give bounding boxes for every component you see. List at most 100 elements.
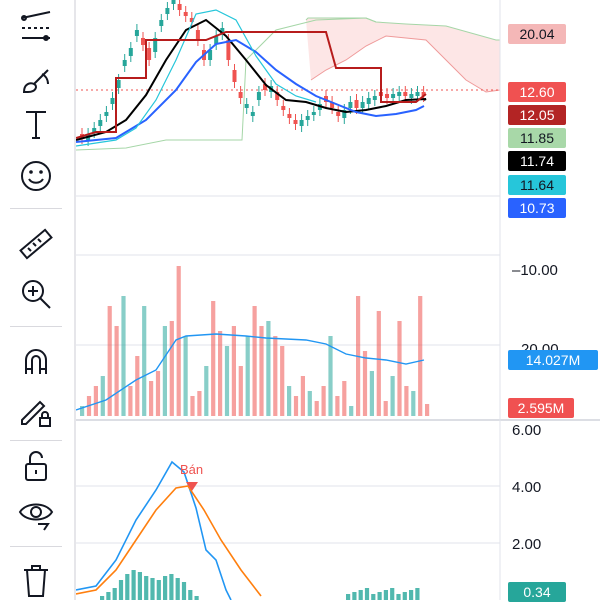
volume-bar xyxy=(238,366,243,416)
volume-bar xyxy=(349,406,354,416)
candle-body xyxy=(311,112,316,115)
lock-pencil-tool-icon[interactable] xyxy=(12,392,60,432)
candle-body xyxy=(287,114,292,118)
toolbar-border xyxy=(74,0,76,600)
price-tag-ma-black: 11.74 xyxy=(508,151,566,171)
candle-body xyxy=(372,96,377,100)
candle-body xyxy=(183,12,188,16)
macd-histogram-bar xyxy=(137,572,142,600)
candle-body xyxy=(134,30,139,36)
volume-bar xyxy=(411,391,416,416)
signal-line xyxy=(75,485,262,597)
candle-body xyxy=(403,92,408,96)
lagging-span-line xyxy=(75,17,377,151)
candle-body xyxy=(385,94,389,98)
candle-body xyxy=(275,92,280,100)
candle-body xyxy=(330,102,335,108)
volume-bar xyxy=(121,296,126,416)
volume-bar xyxy=(231,326,236,416)
macd-histogram-bar xyxy=(409,590,414,600)
candle-body xyxy=(421,92,426,96)
macd-histogram-bar xyxy=(352,592,357,600)
macd-histogram-bar xyxy=(112,588,117,600)
sell-signal-label: Bán xyxy=(180,462,204,477)
toolbar-separator xyxy=(10,440,62,441)
toolbar-separator xyxy=(10,546,62,547)
macd-line xyxy=(75,460,232,601)
macd-histogram-bar xyxy=(396,594,401,600)
volume-bar xyxy=(149,381,154,416)
candle-body xyxy=(293,120,298,124)
macd-histogram-bar xyxy=(118,580,124,600)
volume-bar xyxy=(169,321,174,416)
volume-bar xyxy=(128,386,133,416)
candle-body xyxy=(415,92,420,96)
candle-body xyxy=(281,106,286,110)
candle-body xyxy=(342,110,347,118)
volume-bar xyxy=(397,321,402,416)
volume-bars xyxy=(75,266,430,416)
candle-body xyxy=(208,50,213,60)
macd-histogram-tag: 0.34 xyxy=(508,582,566,602)
trendline-tool-icon[interactable] xyxy=(12,6,60,46)
candle-body xyxy=(348,102,353,108)
ruler-tool-icon[interactable] xyxy=(12,224,60,264)
ma-blue-line xyxy=(75,38,425,143)
macd-axis-2: 2.00 xyxy=(512,536,542,553)
volume-bar xyxy=(390,376,395,416)
eye-tool-icon[interactable] xyxy=(12,494,60,534)
chart-canvas[interactable] xyxy=(75,0,600,601)
candle-body xyxy=(305,116,310,120)
text-tool-icon[interactable] xyxy=(12,104,60,144)
candle-body xyxy=(250,112,255,116)
trash-tool-icon[interactable] xyxy=(12,560,60,600)
zoom-in-tool-icon[interactable] xyxy=(12,274,60,314)
candle-body xyxy=(122,60,127,66)
macd-histogram-bar xyxy=(377,592,382,600)
macd-histogram-bar xyxy=(371,594,376,600)
volume-bar xyxy=(425,404,430,416)
toolbar-separator xyxy=(10,208,62,209)
candle-body xyxy=(116,80,121,88)
volume-bar xyxy=(328,336,333,416)
candle-body xyxy=(360,102,365,108)
candle-body xyxy=(177,4,182,10)
candle-body xyxy=(299,120,304,126)
magnet-tool-icon[interactable] xyxy=(12,342,60,382)
volume-bar xyxy=(107,306,112,416)
ma-cyan-line xyxy=(75,9,317,147)
candle-body xyxy=(391,94,396,98)
stock-chart[interactable]: 20.04 12.60 12.05 11.85 11.74 11.64 10.7… xyxy=(75,0,600,602)
macd-histogram-bar xyxy=(188,590,193,600)
candle-body xyxy=(397,92,402,96)
volume-bar xyxy=(155,371,161,416)
macd-histogram-bar xyxy=(100,596,105,600)
macd-histogram-bar xyxy=(144,576,149,600)
volume-bar xyxy=(211,301,216,416)
unlock-tool-icon[interactable] xyxy=(12,446,60,486)
brush-tool-icon[interactable] xyxy=(12,60,60,100)
candle-body xyxy=(238,92,243,98)
moving-average-lines xyxy=(75,9,427,147)
volume-bar xyxy=(369,371,374,416)
macd-indicator xyxy=(75,460,420,601)
volume-bar xyxy=(162,326,167,416)
candle-body xyxy=(409,94,414,98)
volume-bar xyxy=(224,346,230,416)
candle-body xyxy=(195,30,200,40)
volume-bar xyxy=(342,381,347,416)
price-tag-kijun: 12.05 xyxy=(508,105,566,125)
volume-bar xyxy=(204,366,209,416)
volume-bar xyxy=(176,266,181,416)
candle-body xyxy=(110,98,115,104)
volume-bar xyxy=(142,306,147,416)
volume-bar xyxy=(245,336,250,416)
emoji-tool-icon[interactable] xyxy=(12,156,60,196)
macd-histogram-bar xyxy=(402,592,407,600)
candle-body xyxy=(220,28,225,34)
volume-bar xyxy=(404,386,409,416)
volume-bar xyxy=(300,376,305,416)
candle-body xyxy=(189,18,194,22)
candle-body xyxy=(256,92,261,100)
candle-body xyxy=(244,104,249,108)
